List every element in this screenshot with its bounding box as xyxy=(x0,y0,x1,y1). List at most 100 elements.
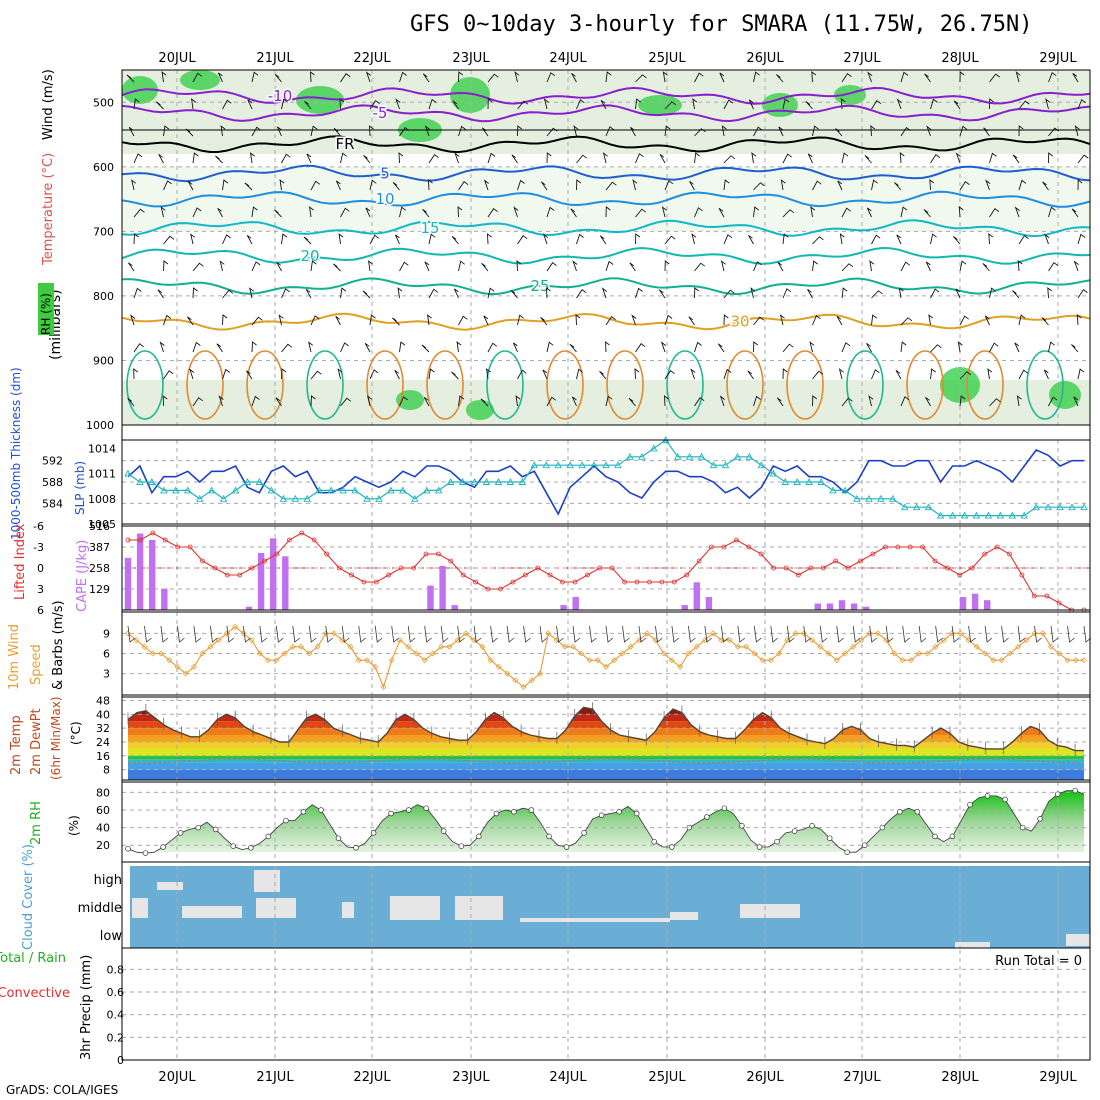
slp-marker xyxy=(793,478,801,485)
date-label-bottom-6: 26JUL xyxy=(746,1070,784,1085)
cape-bar xyxy=(971,593,979,610)
upper-wind-barb xyxy=(839,233,845,245)
temp-bands xyxy=(128,707,1084,780)
upper-wind-barb xyxy=(481,262,489,272)
upper-wind-barb xyxy=(219,260,225,272)
slp-marker xyxy=(124,469,132,477)
temp-band-1 xyxy=(128,762,1084,770)
upper-wind-barb xyxy=(399,396,408,407)
wind10-marker xyxy=(388,657,395,664)
upper-wind-barb xyxy=(483,179,489,191)
upper-wind-barb xyxy=(782,288,792,299)
wind10-marker xyxy=(133,637,140,644)
upper-wind-barb xyxy=(281,153,291,164)
slp-marker xyxy=(470,478,479,485)
cape-bar xyxy=(850,603,858,610)
rh2m-marker xyxy=(160,844,166,850)
slp-marker xyxy=(817,478,825,485)
upper-wind-barb xyxy=(133,287,142,299)
legend-rh-label: RH (%) xyxy=(39,293,53,335)
upper-wind-barb xyxy=(398,152,404,164)
slp-marker xyxy=(912,503,921,511)
cloud-block-7 xyxy=(455,896,503,920)
rh2m-marker xyxy=(230,843,236,849)
lifted-index-marker xyxy=(1056,600,1062,606)
lifted-index-marker xyxy=(957,572,963,578)
upper-wind-barb xyxy=(694,72,704,83)
upper-wind-barb xyxy=(1073,260,1079,272)
cape-bar xyxy=(863,606,870,610)
upper-wind-barb xyxy=(458,315,468,326)
upper-wind-barb xyxy=(1074,125,1080,137)
wind10-barb xyxy=(177,625,185,643)
temp-tick-3: 32 xyxy=(96,722,110,735)
upper-wind-barb xyxy=(369,100,380,110)
upper-wind-barb xyxy=(127,397,135,407)
slp-marker xyxy=(207,486,216,494)
wind10-marker xyxy=(512,677,519,684)
upper-wind-barb xyxy=(542,233,548,245)
cape-bar xyxy=(270,538,277,610)
lifted-index-marker xyxy=(833,558,839,564)
lifted-index-marker xyxy=(274,551,280,557)
rh2m-marker xyxy=(1037,816,1043,822)
slp-marker xyxy=(554,461,562,469)
lifted-index-marker xyxy=(411,565,417,571)
slp-marker xyxy=(709,461,718,469)
lowlevel-contour-9 xyxy=(666,350,704,420)
wind10-marker xyxy=(1006,650,1013,657)
upper-wind-barb xyxy=(306,153,312,164)
upper-wind-barb xyxy=(428,288,439,299)
rh2m-marker xyxy=(405,807,412,813)
upper-wind-barb xyxy=(546,206,555,218)
cape-bar xyxy=(282,556,289,610)
upper-wind-barb xyxy=(423,396,430,407)
cloud-block-8 xyxy=(520,918,670,922)
wind10-marker xyxy=(998,657,1005,664)
wind10-marker xyxy=(1023,637,1030,644)
slp-marker xyxy=(160,486,168,494)
wind10-tick-1: 6 xyxy=(103,648,110,661)
upper-wind-barb xyxy=(131,179,137,191)
upper-wind-barb xyxy=(776,397,784,407)
wind10-marker xyxy=(594,657,601,664)
upper-wind-barb xyxy=(753,261,762,272)
upper-wind-barb xyxy=(776,74,784,83)
wind10-marker xyxy=(883,637,890,644)
lifted-index-marker xyxy=(448,558,454,564)
rh2m-marker xyxy=(826,835,833,841)
upper-wind-barb xyxy=(898,287,904,299)
wind10-marker xyxy=(306,650,313,657)
date-label-top-3: 23JUL xyxy=(452,51,490,66)
lifted-index-marker xyxy=(324,551,330,557)
wind10-barb xyxy=(144,625,152,643)
upper-wind-barb xyxy=(1077,288,1088,299)
upper-wind-barb xyxy=(133,98,140,110)
dewpoint-line xyxy=(127,758,1083,764)
upper-wind-barb xyxy=(576,368,583,380)
upper-wind-barb xyxy=(399,71,407,83)
upper-wind-barb xyxy=(723,289,735,299)
upper-wind-barb xyxy=(130,314,136,326)
wind10-marker xyxy=(495,663,502,670)
upper-wind-barb xyxy=(369,369,379,380)
lowlevel-contour-1 xyxy=(186,350,224,420)
rh2m-marker xyxy=(493,810,500,817)
upper-wind-barb xyxy=(543,98,549,110)
upper-wind-barb xyxy=(222,179,229,191)
slp-marker xyxy=(279,494,288,502)
isotherm-label-0: -10 xyxy=(268,87,293,105)
upper-wind-barb xyxy=(309,206,314,218)
rh2m-marker xyxy=(212,826,219,833)
upper-wind-barb xyxy=(841,207,851,218)
upper-wind-barb xyxy=(782,98,790,110)
upper-wind-barb xyxy=(605,316,616,326)
upper-wind-barb xyxy=(871,179,878,191)
lifted-index-marker xyxy=(547,572,553,578)
slp-marker xyxy=(614,461,622,469)
wind10-barb xyxy=(819,625,828,643)
upper-wind-barb xyxy=(310,71,315,83)
wind10-marker xyxy=(438,643,445,650)
isotherm-label-6: 20 xyxy=(300,247,319,265)
cloud-block-11 xyxy=(955,942,990,948)
